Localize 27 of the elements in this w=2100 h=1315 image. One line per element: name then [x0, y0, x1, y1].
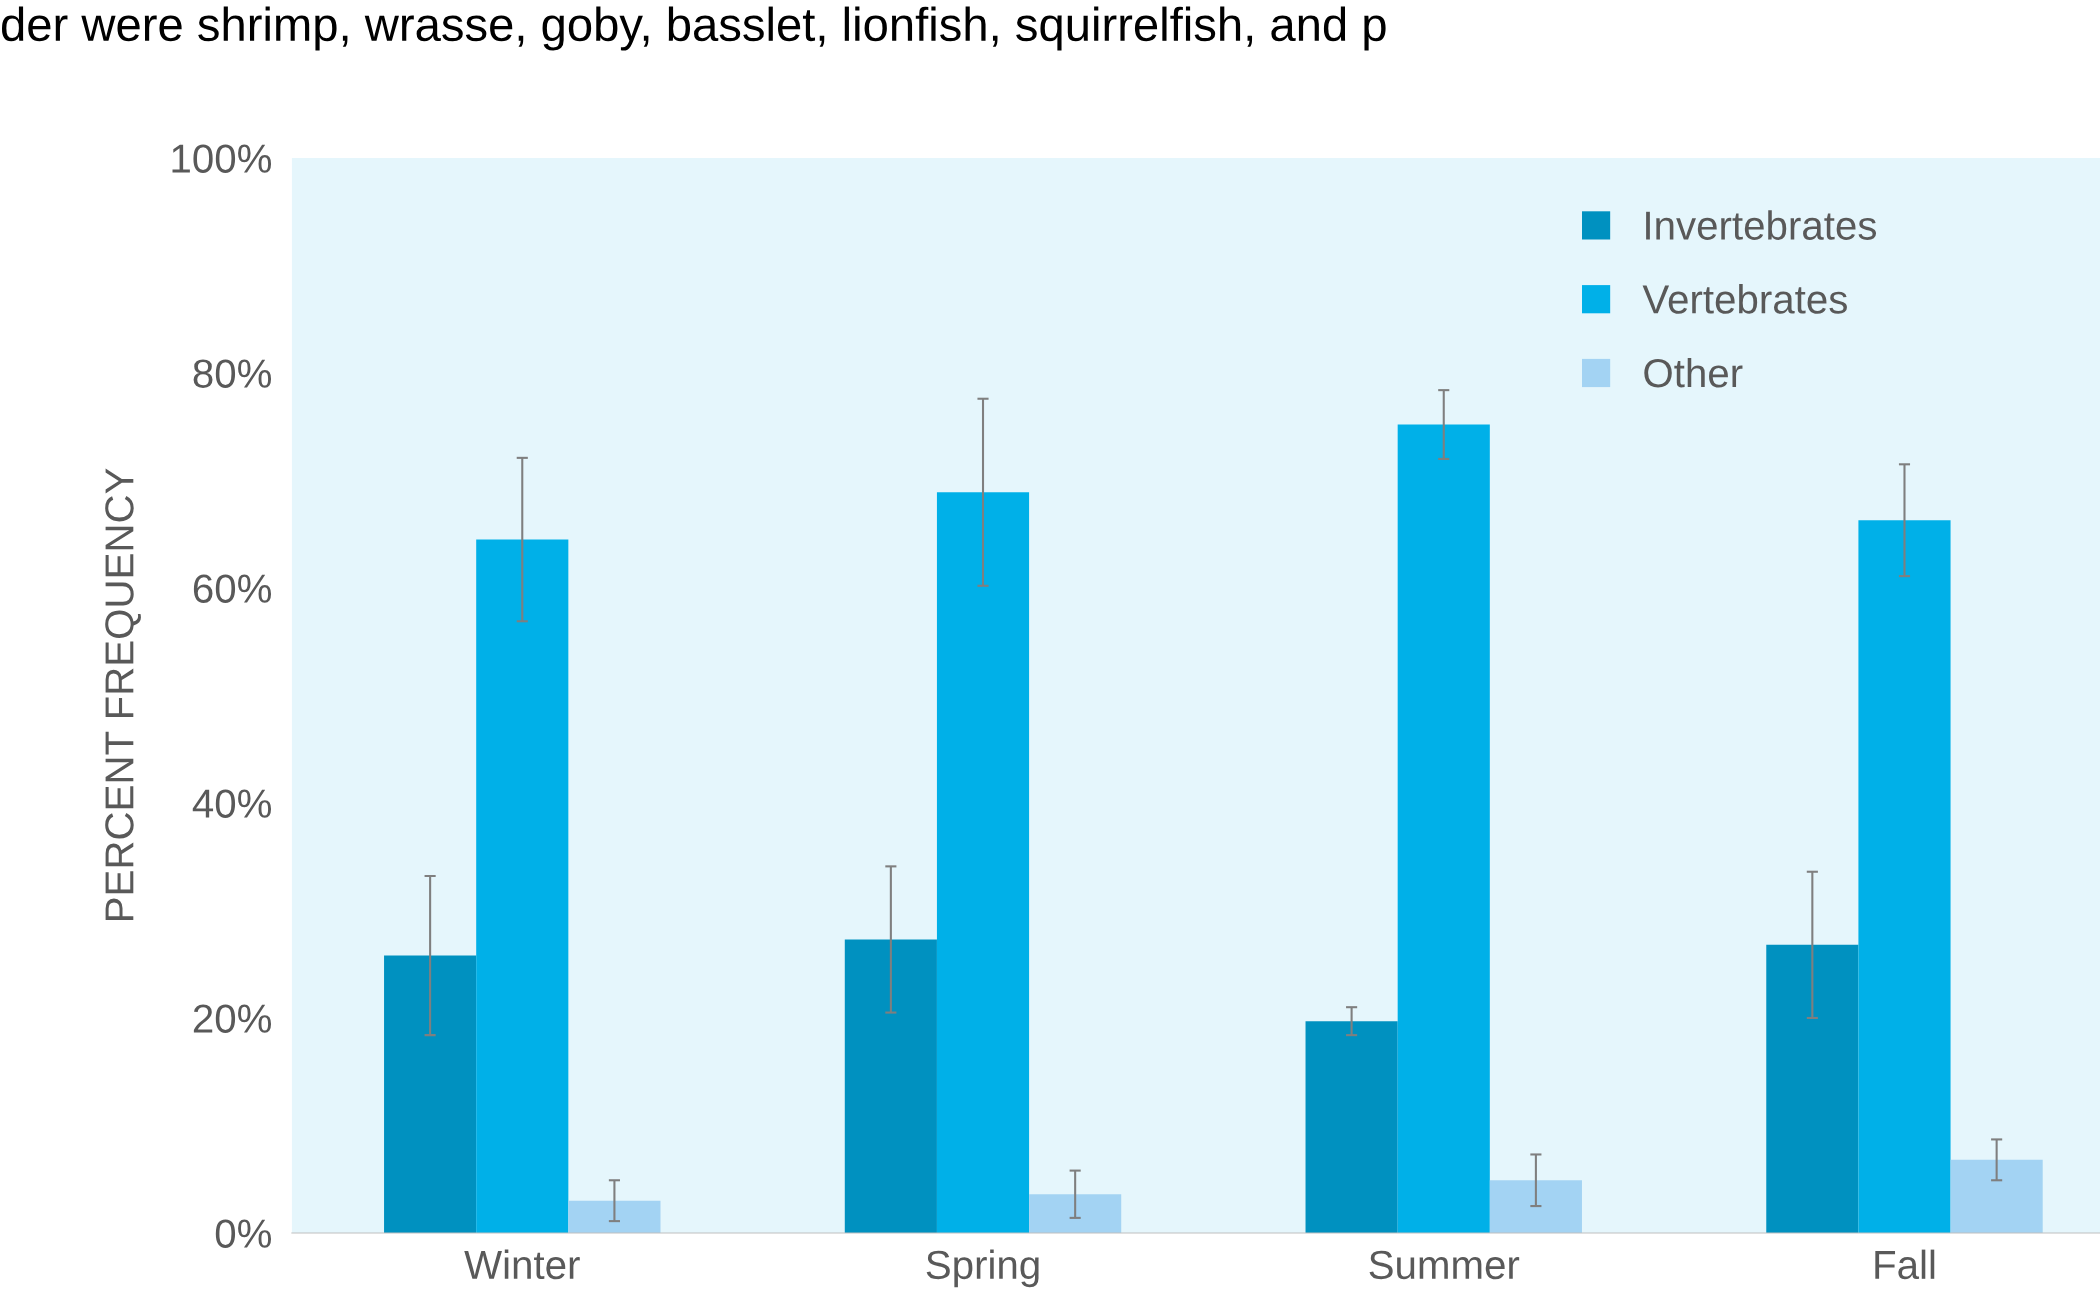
y-tick-label: 100% — [172, 144, 272, 173]
bar — [384, 955, 477, 1233]
y-tick-label: 40% — [192, 789, 272, 818]
y-tick-label: 80% — [193, 359, 272, 388]
y-tick-label: 0% — [215, 1219, 272, 1248]
bar — [1305, 1021, 1398, 1233]
bar — [568, 1200, 661, 1233]
legend-label: Vertebrates — [1642, 284, 1847, 314]
bar — [1029, 1194, 1122, 1233]
bar — [936, 492, 1030, 1233]
y-tick-label: 60% — [193, 574, 272, 603]
bar — [1950, 1159, 2043, 1233]
bar — [476, 539, 569, 1233]
x-tick-label: Winter — [464, 1249, 580, 1280]
chart-title: der were shrimp, wrasse, goby, basslet, lionfish, squirrelfish, and p — [1, 6, 1386, 51]
x-tick-label: Fall — [1875, 1249, 1935, 1280]
bar — [1858, 520, 1951, 1233]
x-tick-label: Summer — [1369, 1250, 1520, 1280]
legend-label: Other — [1644, 357, 1743, 388]
y-tick-label: 20% — [193, 1004, 272, 1033]
bar — [844, 939, 937, 1233]
legend-label: Invertebrates — [1646, 210, 1877, 240]
bar — [1397, 424, 1490, 1233]
x-tick-label: Spring — [926, 1249, 1039, 1288]
y-axis-title: PERCENT FREQUENCY — [105, 468, 141, 921]
bar — [1766, 944, 1859, 1233]
bar — [1489, 1180, 1582, 1233]
